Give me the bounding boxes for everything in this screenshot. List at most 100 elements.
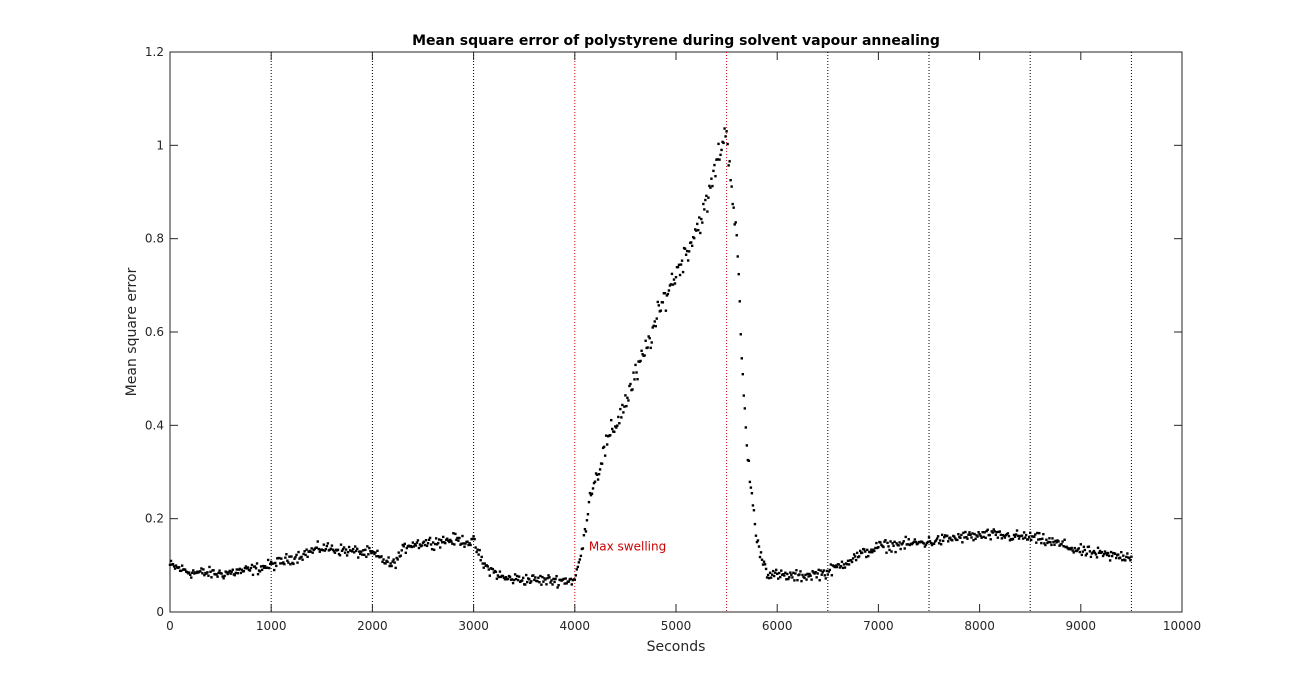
data-point	[414, 544, 418, 547]
data-point	[521, 576, 525, 580]
data-point	[756, 539, 760, 542]
data-point	[468, 542, 471, 545]
data-point	[433, 542, 437, 546]
data-point	[262, 566, 266, 569]
data-point	[735, 234, 738, 237]
data-point	[755, 540, 759, 544]
data-point	[358, 550, 361, 553]
data-point	[648, 336, 651, 340]
data-point	[396, 558, 399, 561]
data-point	[916, 542, 920, 545]
data-point	[1077, 547, 1080, 550]
data-point	[195, 571, 198, 575]
data-point	[573, 578, 576, 581]
data-point	[487, 568, 490, 571]
data-point	[841, 566, 845, 570]
data-point	[368, 546, 371, 550]
data-point	[425, 544, 429, 548]
data-point	[1096, 546, 1100, 549]
data-point	[446, 537, 449, 540]
data-point	[654, 325, 657, 328]
data-point	[602, 445, 606, 449]
data-point	[1054, 539, 1057, 543]
data-point	[618, 421, 621, 425]
data-point	[889, 540, 892, 543]
data-point	[754, 534, 758, 537]
data-point	[217, 571, 220, 575]
data-point	[669, 283, 673, 286]
data-point	[481, 562, 484, 565]
data-point	[474, 546, 477, 549]
data-point	[1024, 533, 1028, 537]
data-point	[287, 561, 290, 564]
data-point	[231, 568, 234, 571]
data-point	[574, 574, 578, 577]
data-point	[330, 544, 334, 547]
data-point	[1088, 550, 1092, 553]
data-point	[977, 531, 980, 534]
data-point	[600, 462, 604, 465]
data-point	[395, 556, 398, 560]
data-point	[405, 546, 409, 550]
data-point	[305, 548, 308, 551]
data-point	[799, 570, 802, 573]
data-point	[460, 542, 463, 545]
data-point	[770, 573, 774, 576]
data-point	[205, 572, 208, 575]
data-point	[212, 569, 215, 572]
data-point	[728, 160, 731, 163]
data-point	[714, 174, 717, 178]
data-point	[526, 580, 529, 584]
data-point	[734, 221, 737, 224]
data-point	[510, 578, 514, 581]
data-point	[283, 562, 286, 566]
data-point	[591, 487, 595, 490]
data-point	[598, 468, 602, 471]
data-point	[567, 580, 570, 583]
data-point	[404, 551, 407, 555]
data-point	[471, 537, 474, 541]
data-point	[657, 304, 660, 307]
data-point	[593, 480, 597, 483]
data-point	[1030, 538, 1033, 542]
data-point	[805, 578, 808, 581]
data-point	[347, 545, 351, 549]
data-point	[967, 533, 970, 536]
data-point	[451, 542, 454, 545]
data-point	[352, 551, 356, 554]
data-point	[852, 553, 856, 556]
data-point	[934, 539, 938, 542]
data-point	[246, 566, 250, 569]
data-point	[450, 540, 453, 543]
data-point	[981, 531, 984, 534]
data-point	[693, 236, 696, 240]
data-point	[350, 550, 354, 553]
data-point	[562, 577, 565, 581]
data-point	[537, 576, 540, 579]
data-point	[588, 491, 592, 495]
data-point	[866, 548, 869, 552]
data-point	[303, 550, 306, 553]
data-point	[1078, 550, 1081, 554]
data-point	[853, 555, 857, 558]
data-point	[640, 349, 643, 352]
data-point	[469, 543, 472, 547]
data-point	[858, 549, 862, 553]
data-point	[789, 571, 792, 574]
data-point	[351, 547, 355, 551]
data-point	[230, 570, 233, 573]
y-axis: 0 0.2 0.4 0.6 0.8 1 1.2	[145, 45, 1182, 619]
data-point	[504, 576, 508, 579]
data-point	[200, 567, 203, 570]
data-point	[829, 563, 833, 566]
data-point	[229, 572, 232, 575]
data-point	[548, 576, 551, 579]
data-point	[556, 586, 559, 589]
data-point	[837, 563, 841, 566]
data-point	[655, 317, 658, 320]
data-point	[382, 558, 385, 561]
data-point	[309, 550, 312, 553]
data-point	[514, 577, 518, 581]
data-point	[1020, 534, 1024, 537]
data-point	[787, 577, 790, 581]
